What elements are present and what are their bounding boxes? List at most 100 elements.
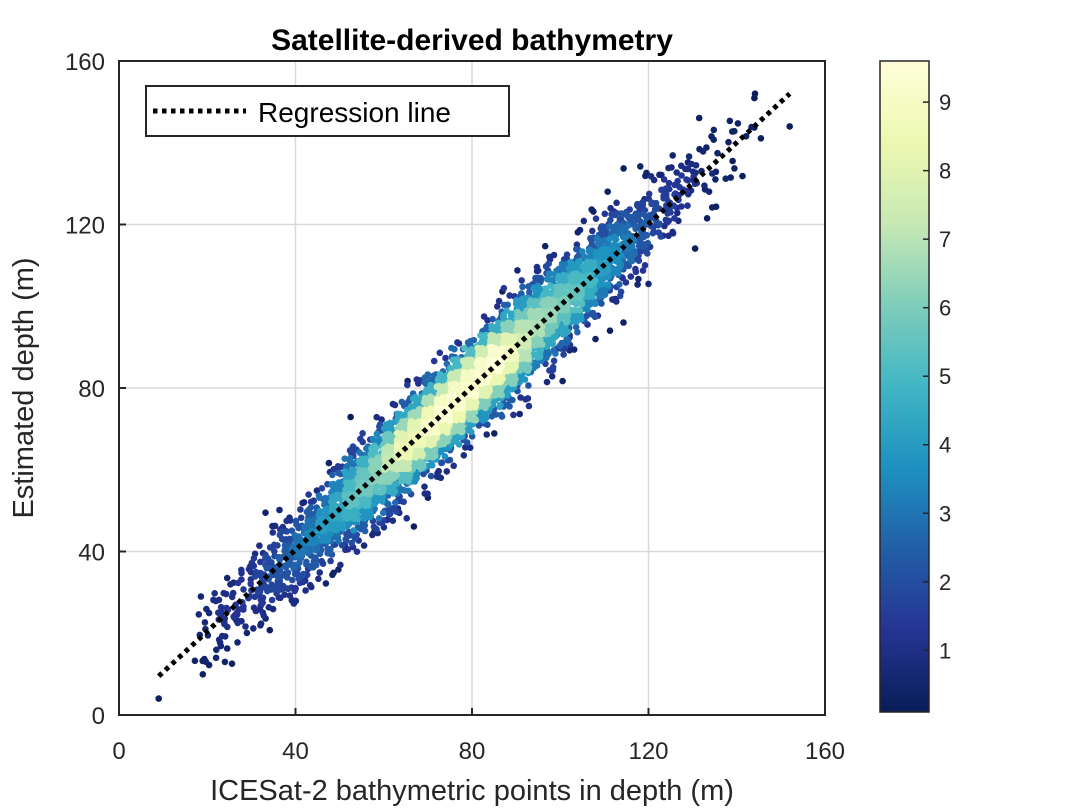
data-point bbox=[455, 340, 463, 347]
data-point bbox=[731, 127, 738, 135]
data-point bbox=[357, 457, 364, 465]
data-point bbox=[616, 281, 623, 288]
data-point bbox=[287, 536, 295, 544]
data-point bbox=[251, 593, 259, 601]
data-point bbox=[546, 367, 553, 374]
data-point bbox=[710, 126, 718, 134]
data-point bbox=[384, 501, 392, 509]
data-point bbox=[614, 254, 621, 262]
data-point bbox=[628, 218, 636, 225]
data-point bbox=[564, 313, 572, 320]
data-point bbox=[491, 430, 498, 437]
data-point bbox=[191, 657, 199, 665]
data-point bbox=[349, 479, 356, 487]
data-point bbox=[458, 413, 466, 421]
data-point bbox=[712, 176, 719, 183]
data-point bbox=[710, 136, 717, 143]
data-point bbox=[526, 288, 533, 296]
data-point bbox=[726, 117, 734, 125]
data-point bbox=[519, 341, 526, 348]
data-point bbox=[571, 276, 578, 284]
data-point bbox=[629, 243, 636, 251]
data-point bbox=[276, 506, 283, 514]
data-point bbox=[550, 347, 557, 354]
data-point bbox=[678, 172, 685, 179]
data-point bbox=[592, 215, 600, 222]
data-point bbox=[259, 609, 267, 616]
data-point bbox=[592, 300, 599, 308]
data-point bbox=[436, 349, 444, 357]
data-point bbox=[498, 411, 505, 419]
data-point bbox=[199, 671, 207, 678]
data-point bbox=[689, 168, 697, 175]
data-point bbox=[300, 499, 308, 506]
data-point bbox=[722, 175, 729, 182]
data-point bbox=[424, 395, 432, 402]
data-point bbox=[319, 495, 327, 503]
data-point bbox=[332, 533, 340, 541]
data-point bbox=[352, 501, 360, 508]
data-point bbox=[316, 516, 324, 524]
data-point bbox=[404, 470, 411, 478]
data-point bbox=[256, 542, 263, 549]
data-point bbox=[631, 250, 638, 258]
data-point bbox=[274, 585, 281, 592]
data-point bbox=[627, 273, 635, 280]
data-point bbox=[284, 569, 292, 576]
data-point bbox=[714, 149, 721, 157]
data-point bbox=[297, 514, 305, 522]
data-point bbox=[410, 523, 418, 530]
data-point bbox=[543, 378, 551, 386]
data-point bbox=[559, 377, 566, 385]
data-point bbox=[497, 385, 505, 392]
data-point bbox=[596, 293, 603, 301]
data-point bbox=[511, 380, 518, 387]
data-point bbox=[379, 509, 387, 517]
data-point bbox=[359, 468, 366, 476]
data-point bbox=[650, 176, 658, 184]
data-point bbox=[375, 515, 383, 522]
data-point bbox=[297, 506, 304, 513]
data-point bbox=[692, 162, 700, 169]
data-point bbox=[642, 172, 649, 180]
chart-title: Satellite-derived bathymetry bbox=[271, 24, 673, 57]
data-point bbox=[641, 262, 649, 269]
data-point bbox=[511, 372, 518, 380]
data-point bbox=[223, 645, 231, 652]
data-point bbox=[362, 497, 369, 505]
data-point bbox=[570, 346, 578, 353]
data-point bbox=[532, 286, 539, 293]
data-point bbox=[703, 215, 711, 222]
data-point bbox=[267, 586, 275, 593]
data-point bbox=[514, 267, 521, 274]
data-point bbox=[427, 381, 434, 389]
data-point bbox=[427, 453, 434, 460]
data-point bbox=[590, 208, 597, 215]
data-point bbox=[420, 440, 427, 447]
data-point bbox=[285, 585, 292, 593]
data-point bbox=[373, 430, 381, 438]
data-point bbox=[524, 367, 532, 375]
data-point bbox=[429, 440, 436, 447]
data-point bbox=[205, 609, 213, 617]
data-point bbox=[584, 290, 592, 298]
data-point bbox=[257, 622, 264, 629]
data-point bbox=[341, 455, 349, 463]
data-point bbox=[685, 153, 693, 160]
data-point bbox=[577, 272, 584, 280]
data-point bbox=[563, 339, 570, 347]
data-point bbox=[472, 415, 479, 423]
data-point bbox=[442, 354, 449, 362]
data-point bbox=[309, 564, 317, 571]
data-point bbox=[434, 376, 442, 384]
data-point bbox=[579, 262, 587, 270]
data-point bbox=[645, 280, 652, 288]
data-point bbox=[665, 179, 673, 187]
data-point bbox=[258, 594, 265, 601]
data-point bbox=[425, 462, 432, 470]
data-point bbox=[404, 381, 411, 389]
data-point bbox=[606, 235, 613, 243]
data-point bbox=[443, 468, 451, 475]
data-point bbox=[597, 279, 604, 287]
